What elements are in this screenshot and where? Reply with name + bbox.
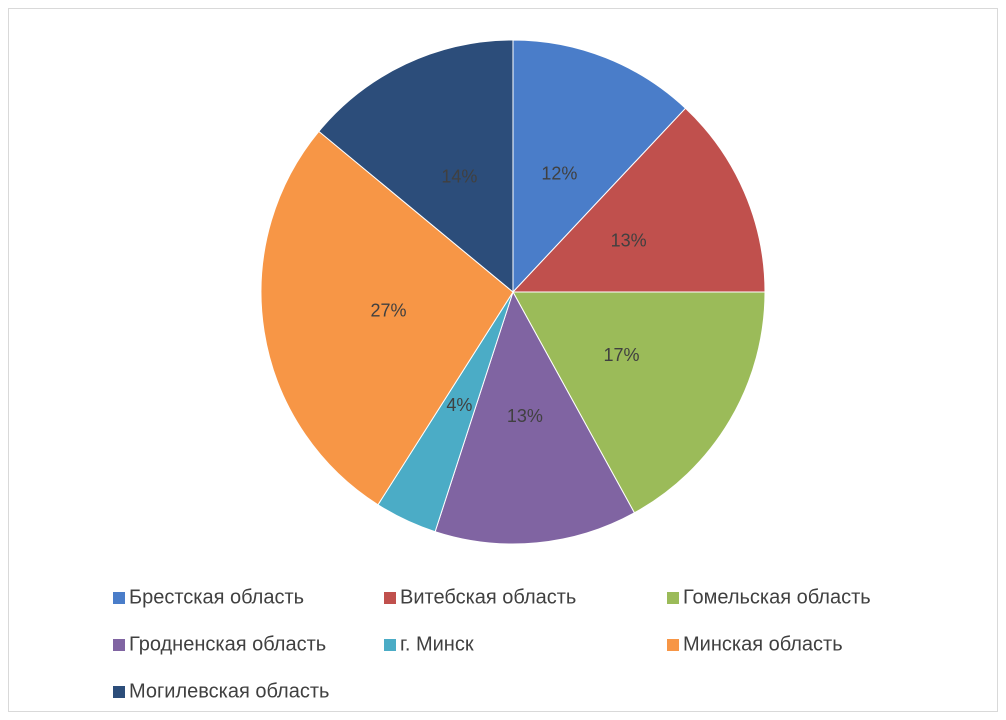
legend-label: Гомельская область [683, 586, 871, 608]
pie-slice [260, 130, 514, 506]
pie-slice [318, 39, 514, 294]
legend-label: Минская область [683, 633, 843, 655]
data-label: 27% [371, 300, 407, 320]
data-label: 13% [507, 406, 543, 426]
legend-label: Витебская область [400, 586, 576, 608]
legend-swatch [113, 639, 125, 651]
legend-label: Могилевская область [129, 680, 329, 702]
data-label: 13% [611, 231, 647, 251]
legend-swatch [113, 686, 125, 698]
data-label: 4% [446, 395, 472, 415]
legend-label: г. Минск [400, 633, 474, 655]
legend-swatch [113, 592, 125, 604]
legend-swatch [667, 592, 679, 604]
pie-slice [434, 290, 636, 545]
legend-label: Брестская область [129, 586, 304, 608]
pie-slice [511, 107, 766, 293]
data-label: 14% [441, 167, 477, 187]
legend-swatch [667, 639, 679, 651]
data-label: 17% [603, 345, 639, 365]
pie-slice [512, 291, 766, 514]
pie-slice [512, 39, 687, 294]
data-label: 12% [541, 164, 577, 184]
legend-label: Гродненская область [129, 633, 326, 655]
legend-swatch [384, 592, 396, 604]
legend-swatch [384, 639, 396, 651]
